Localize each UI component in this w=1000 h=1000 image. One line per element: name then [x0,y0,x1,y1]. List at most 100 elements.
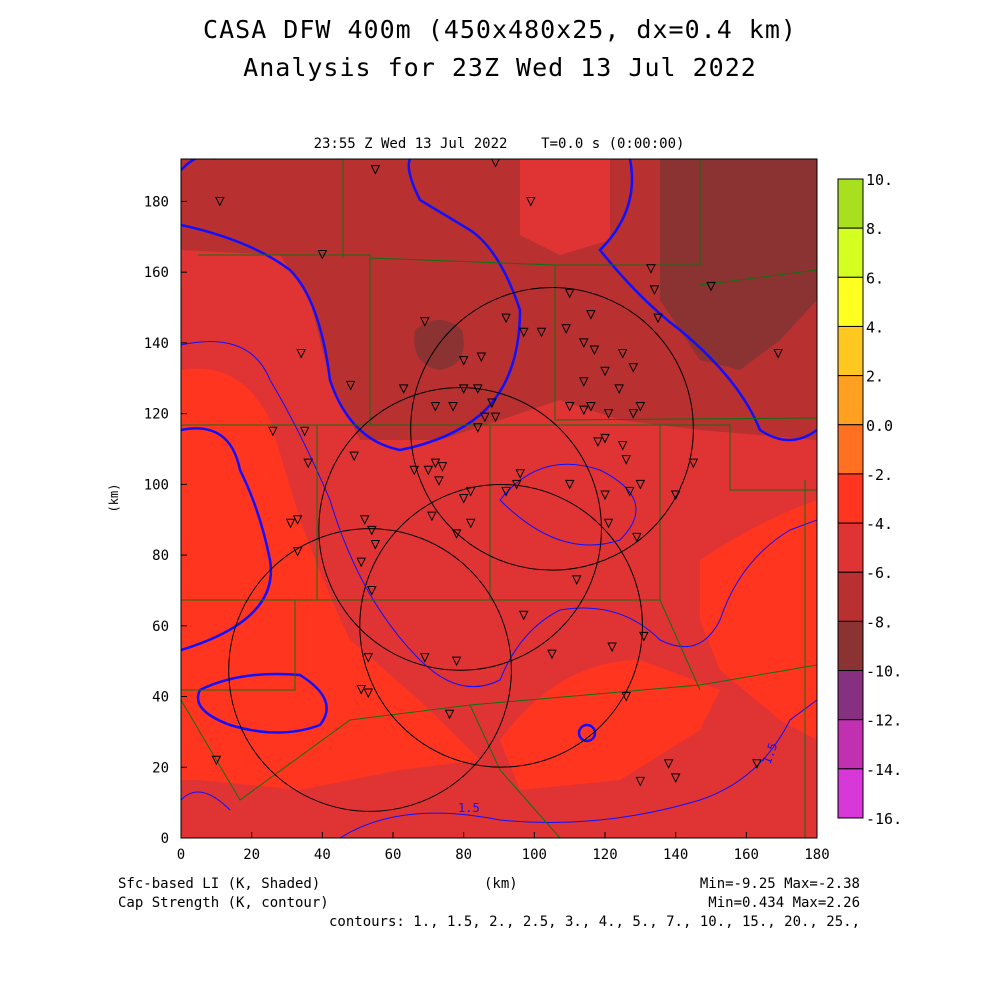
li-shade-minus2-south [500,660,720,790]
li-shade-minus2-east [700,500,817,740]
colorbar-swatch [837,473,864,524]
x-tick-label: 120 [592,847,617,863]
station-marker [430,458,441,469]
colorbar-label: 4. [866,318,884,336]
y-tick-label: 60 [152,619,169,635]
station-marker [518,327,529,338]
station-marker [624,486,635,497]
station-markers [211,159,783,787]
station-marker [578,405,589,416]
contour-label: 1.5 [760,741,781,766]
colorbar-swatch [837,571,864,622]
station-marker [292,515,303,525]
station-marker [593,437,603,448]
station-marker [621,455,632,465]
station-marker [434,476,444,486]
station-marker [663,759,674,769]
station-marker [752,759,762,769]
radar-rings [228,286,694,812]
station-marker [646,264,656,274]
colorbar-swatch [837,768,864,819]
colorbar-label: -14. [866,761,902,779]
station-marker [586,402,596,412]
station-marker [547,649,557,660]
station-marker [490,412,501,423]
y-tick-label: 20 [152,760,169,776]
station-marker [476,352,487,363]
plot-time-label: 23:55 Z Wed 13 Jul 2022 T=0.0 s (0:00:00… [313,136,685,152]
station-marker [299,426,310,437]
colorbar-swatch [837,178,864,229]
y-tick-label: 140 [144,336,169,352]
station-marker [621,692,632,702]
x-tick-label: 100 [522,847,547,863]
colorbar-label: 10. [866,171,893,189]
station-marker [370,539,381,550]
colorbar-label: -2. [866,466,893,484]
x-tick-label: 20 [243,847,260,863]
li-stats: Min=-9.25 Max=-2.38 [699,876,860,892]
y-tick-label: 160 [144,265,169,281]
station-marker [356,684,367,695]
radar-ring [228,528,512,812]
station-marker [603,409,614,419]
station-marker [578,377,589,387]
station-marker [614,384,624,394]
station-marker [480,412,490,423]
station-marker [491,159,500,168]
colorbar-label: 6. [866,269,884,287]
station-marker [706,281,716,292]
colorbar-label: 8. [866,220,884,238]
contour-levels: contours: 1., 1.5, 2., 2.5, 3., 4., 5., … [328,914,860,930]
station-marker [603,518,614,529]
station-marker [600,490,610,501]
station-marker [525,196,536,207]
station-marker [215,196,225,207]
radar-ring [318,387,602,671]
station-marker [653,313,663,324]
station-marker [518,610,529,621]
colorbar-swatch [837,424,864,475]
station-marker [511,479,522,490]
station-marker [419,653,430,663]
y-tick-label: 120 [144,407,169,423]
station-marker [635,479,646,490]
station-marker [451,656,462,667]
colorbar-label: -4. [866,515,893,533]
station-marker [617,440,628,451]
station-marker [349,451,359,462]
station-marker [451,529,462,539]
station-marker [631,532,642,543]
station-marker [427,511,437,522]
li-shade-minus6-top [520,159,610,255]
y-tick-label: 180 [144,194,169,210]
li-shade-minus8 [181,159,817,440]
station-marker [356,557,367,568]
station-marker [430,402,441,412]
x-tick-label: 80 [455,847,472,863]
axes: 0 20 40 60 80 100 120 140 160 180 0 20 40 60 80 100 120 1… [144,194,830,863]
station-marker [501,313,511,324]
station-marker [586,310,596,320]
station-marker [536,327,547,338]
colorbar-swatch [837,620,864,672]
county-borders [181,159,817,838]
colorbar-label: -6. [866,564,893,582]
station-marker [515,469,526,479]
station-marker [564,479,575,490]
station-marker [607,642,617,653]
station-marker [571,575,582,585]
station-marker [363,688,374,699]
station-marker [292,547,303,557]
station-marker [363,653,374,663]
station-marker [296,349,306,359]
station-marker [409,465,420,476]
x-tick-label: 180 [804,847,829,863]
x-tick-label: 0 [177,847,185,863]
station-marker [366,525,377,536]
colorbar-swatch [837,227,864,278]
plot-frame [180,158,818,839]
station-marker [600,366,610,377]
